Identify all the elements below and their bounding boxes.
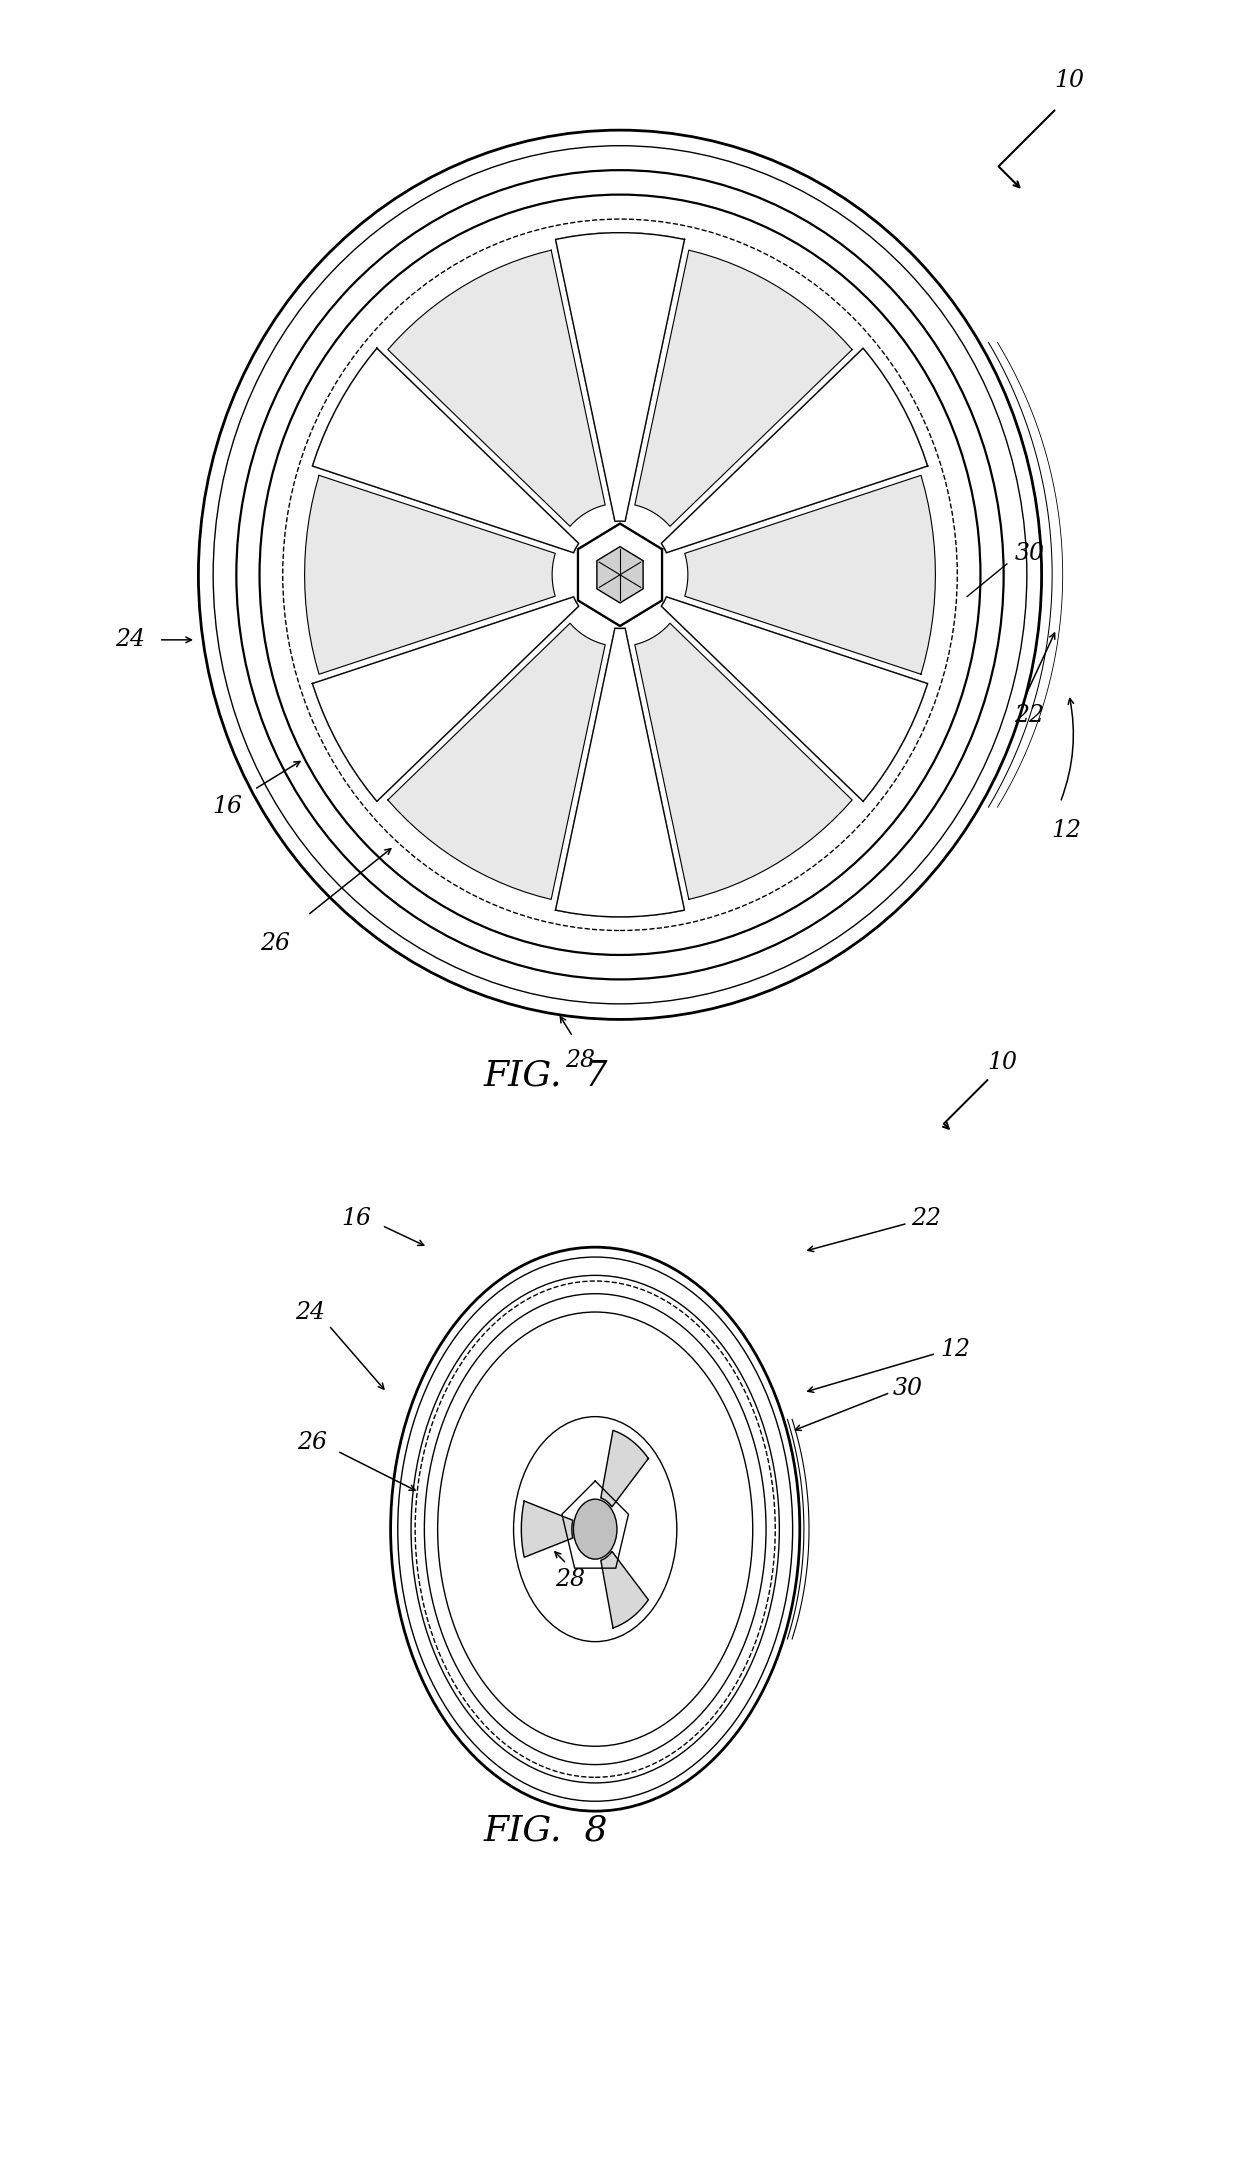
Text: 10: 10 [987,1052,1017,1074]
Polygon shape [578,523,662,627]
Text: 16: 16 [341,1208,371,1230]
Polygon shape [601,1551,649,1629]
Polygon shape [312,596,579,800]
Text: FIG.  7: FIG. 7 [484,1058,608,1093]
Polygon shape [556,232,684,521]
Ellipse shape [506,1406,684,1653]
Text: 22: 22 [911,1208,941,1230]
Polygon shape [388,249,605,527]
Ellipse shape [391,1247,800,1811]
Text: 22: 22 [1014,705,1044,727]
Polygon shape [312,349,579,553]
Ellipse shape [259,195,981,954]
Text: 26: 26 [298,1432,327,1453]
Polygon shape [635,623,852,900]
Polygon shape [556,629,684,917]
Polygon shape [521,1501,573,1557]
Text: 24: 24 [295,1301,325,1323]
Polygon shape [661,596,928,800]
Text: 16: 16 [212,796,242,818]
Text: 26: 26 [260,933,290,954]
Text: 24: 24 [115,629,145,651]
Polygon shape [388,623,605,900]
Polygon shape [684,475,935,675]
Polygon shape [596,547,644,603]
Polygon shape [661,596,928,800]
Text: 12: 12 [1052,820,1081,842]
Text: 30: 30 [893,1377,923,1399]
Polygon shape [312,596,579,800]
Polygon shape [661,349,928,553]
Text: 28: 28 [556,1568,585,1590]
Polygon shape [578,523,662,627]
Ellipse shape [198,130,1042,1019]
Polygon shape [596,547,644,603]
Ellipse shape [573,1499,618,1560]
Polygon shape [556,629,684,917]
Polygon shape [312,349,579,553]
Polygon shape [305,475,556,675]
Text: 12: 12 [940,1338,970,1360]
Text: 10: 10 [1054,69,1084,91]
Polygon shape [556,232,684,521]
Text: 30: 30 [1014,542,1044,564]
Polygon shape [661,349,928,553]
Text: 28: 28 [565,1050,595,1071]
Text: FIG.  8: FIG. 8 [484,1813,608,1848]
Polygon shape [635,249,852,527]
Polygon shape [601,1429,649,1507]
